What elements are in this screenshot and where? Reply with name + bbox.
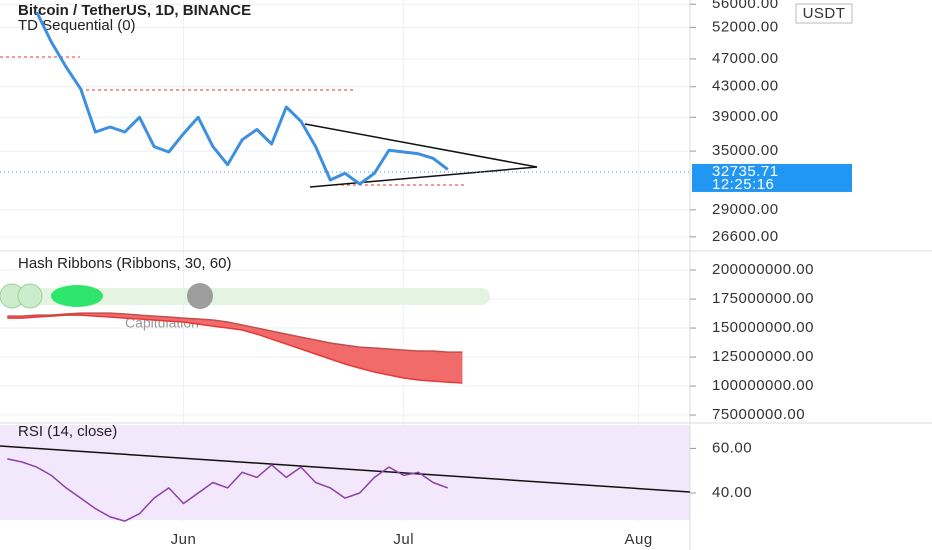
trendline xyxy=(309,166,538,188)
y-tick-label: 40.00 xyxy=(712,484,752,501)
ribbon-line xyxy=(7,314,463,384)
y-tick-label: 29000.00 xyxy=(712,201,779,218)
y-tick-label: 52000.00 xyxy=(712,18,779,35)
y-tick-label: 75000000.00 xyxy=(712,406,805,423)
y-tick-label: 200000000.00 xyxy=(712,261,814,278)
y-tick-label: 26600.00 xyxy=(712,228,779,245)
x-tick-label: Jun xyxy=(171,531,197,548)
currency: USDT xyxy=(803,5,846,22)
data-line xyxy=(35,11,449,186)
y-tick-label: 47000.00 xyxy=(712,50,779,67)
y-tick-label: 100000000.00 xyxy=(712,377,814,394)
indicator-title: Hash Ribbons (Ribbons, 30, 60) xyxy=(18,255,231,272)
countdown: 12:25:16 xyxy=(712,176,774,193)
y-tick-label: 60.00 xyxy=(712,439,752,456)
rsi-band xyxy=(0,425,690,520)
rsi-trendline xyxy=(0,445,691,493)
ribbon-line xyxy=(7,312,463,353)
y-tick-label: 39000.00 xyxy=(712,108,779,125)
y-tick-label: 125000000.00 xyxy=(712,348,814,365)
y-tick-label: 175000000.00 xyxy=(712,290,814,307)
chart-title: Bitcoin / TetherUS, 1D, BINANCE xyxy=(18,2,251,19)
trendline xyxy=(304,123,538,168)
x-tick-label: Aug xyxy=(625,531,653,548)
ribbon-signals xyxy=(0,283,490,309)
y-tick-label: 56000.00 xyxy=(712,0,779,12)
indicator-title: TD Sequential (0) xyxy=(18,17,136,34)
price-label: 32735.71 xyxy=(712,163,779,180)
x-tick-label: Jul xyxy=(393,531,414,548)
indicator-title: RSI (14, close) xyxy=(18,423,117,440)
data-line xyxy=(7,458,449,522)
price-box xyxy=(692,163,852,192)
y-tick-label: 43000.00 xyxy=(712,78,779,95)
currency-box[interactable] xyxy=(795,3,853,24)
y-tick-label: 150000000.00 xyxy=(712,319,814,336)
y-tick-label: 35000.00 xyxy=(712,142,779,159)
